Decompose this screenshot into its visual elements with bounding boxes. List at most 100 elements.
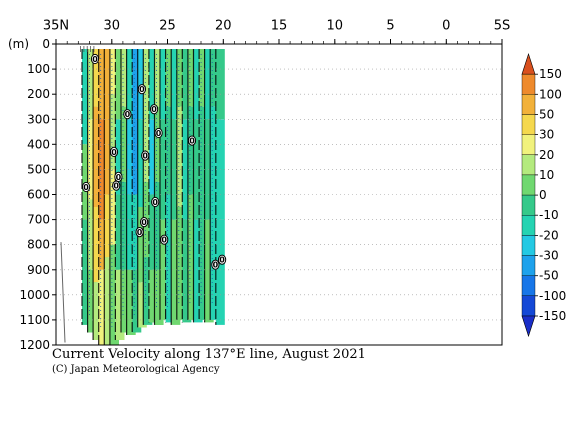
- colorbar-swatch: [521, 214, 536, 236]
- y-tick-label: 1100: [19, 313, 50, 327]
- velocity-cell: [132, 49, 142, 107]
- velocity-cell: [126, 194, 136, 270]
- colorbar-label: -20: [539, 228, 559, 242]
- velocity-field: [81, 49, 225, 346]
- contour-label-text: 0: [156, 129, 162, 138]
- velocity-cell: [160, 49, 170, 120]
- velocity-cell: [199, 207, 209, 320]
- velocity-cell: [126, 49, 136, 120]
- velocity-cell: [199, 106, 209, 207]
- contour-label-text: 0: [92, 55, 98, 64]
- contour-label-badge: [82, 181, 91, 193]
- contour-label: 0: [90, 53, 100, 65]
- velocity-cell: [193, 49, 203, 120]
- velocity-cell: [187, 49, 197, 107]
- velocity-cell: [210, 49, 220, 107]
- velocity-cell: [176, 207, 186, 320]
- velocity-cell: [115, 194, 125, 270]
- colorbar-label: -10: [539, 208, 559, 222]
- y-tick-label: 800: [27, 238, 50, 252]
- velocity-cell: [98, 49, 108, 120]
- y-tick-label: 100: [27, 62, 50, 76]
- chart-title: Current Velocity along 137°E line, Augus…: [52, 347, 366, 362]
- velocity-cell: [143, 49, 153, 107]
- velocity-cell: [182, 119, 192, 220]
- velocity-cell: [121, 49, 131, 107]
- velocity-cell: [93, 106, 103, 207]
- contour-label-text: 0: [151, 105, 157, 114]
- contour-label: 0: [211, 259, 220, 270]
- velocity-cell: [87, 49, 97, 120]
- velocity-cell: [115, 119, 125, 195]
- contour-label: 0: [109, 146, 119, 157]
- contour-label-text: 0: [83, 183, 89, 192]
- velocity-cell: [98, 269, 108, 346]
- colorbar-bottom-arrow: [521, 315, 536, 338]
- velocity-cell: [109, 94, 119, 170]
- contour-label-badge: [211, 259, 220, 270]
- velocity-cell: [148, 49, 158, 120]
- contour-label-text: 0: [125, 110, 131, 119]
- velocity-cell: [137, 207, 147, 283]
- contour-label: 0: [140, 217, 149, 228]
- colorbar-swatch: [521, 255, 536, 276]
- velocity-cell: [210, 106, 220, 207]
- contour-label: 0: [137, 84, 146, 95]
- velocity-cell: [93, 207, 103, 283]
- contour-label-badge: [140, 217, 149, 228]
- velocity-cell: [93, 282, 103, 340]
- contour-label: 0: [123, 109, 132, 120]
- velocity-cell: [143, 106, 153, 182]
- x-tick-label: 20: [215, 19, 232, 34]
- colorbar-label: -100: [539, 289, 566, 303]
- y-tick-label: 300: [27, 112, 50, 126]
- contour-label-badge: [141, 150, 150, 161]
- colorbar-label: 50: [539, 108, 554, 122]
- velocity-cell: [154, 269, 164, 325]
- contour-label: 0: [112, 180, 121, 191]
- velocity-cell: [204, 219, 214, 323]
- velocity-cell: [165, 106, 175, 195]
- colorbar-swatch: [521, 295, 536, 317]
- velocity-cell: [115, 269, 125, 340]
- contour-label-text: 0: [141, 218, 147, 227]
- velocity-cell: [109, 49, 119, 95]
- velocity-cell: [193, 219, 203, 323]
- contour-label: 0: [218, 254, 227, 265]
- contour-label-text: 0: [137, 228, 143, 237]
- velocity-cell: [148, 194, 158, 270]
- velocity-cell: [204, 119, 214, 220]
- velocity-cell: [148, 269, 158, 323]
- contour-label-text: 0: [139, 85, 145, 94]
- contour-label: 0: [150, 104, 159, 115]
- velocity-cell: [193, 119, 203, 220]
- contour-label: 0: [82, 181, 91, 193]
- y-tick-label: 400: [27, 137, 50, 151]
- x-tick-label: 25: [159, 19, 176, 34]
- velocity-cell: [176, 106, 186, 207]
- velocity-cell: [137, 49, 147, 120]
- contour-label-badge: [90, 53, 100, 65]
- velocity-cell: [104, 49, 114, 107]
- colorbar-label: 150: [539, 67, 562, 81]
- contour-label-badge: [160, 234, 169, 245]
- velocity-cell: [82, 219, 92, 325]
- velocity-cell: [148, 119, 158, 195]
- velocity-cell: [126, 119, 136, 195]
- contour-label-text: 0: [111, 148, 117, 157]
- y-tick-label: 1000: [19, 288, 50, 302]
- velocity-cell: [215, 219, 225, 325]
- velocity-cell: [98, 119, 108, 220]
- contour-label-badge: [109, 146, 119, 157]
- velocity-cell: [87, 119, 97, 200]
- colorbar-swatch: [521, 154, 536, 176]
- velocity-cell: [132, 106, 142, 195]
- x-tick-label: 10: [327, 19, 344, 34]
- contour-label-text: 0: [219, 256, 225, 265]
- velocity-cell: [143, 257, 153, 325]
- velocity-cell: [87, 199, 97, 270]
- velocity-cell: [121, 269, 131, 333]
- colorbar-swatch: [521, 134, 536, 156]
- velocity-cell: [176, 49, 186, 107]
